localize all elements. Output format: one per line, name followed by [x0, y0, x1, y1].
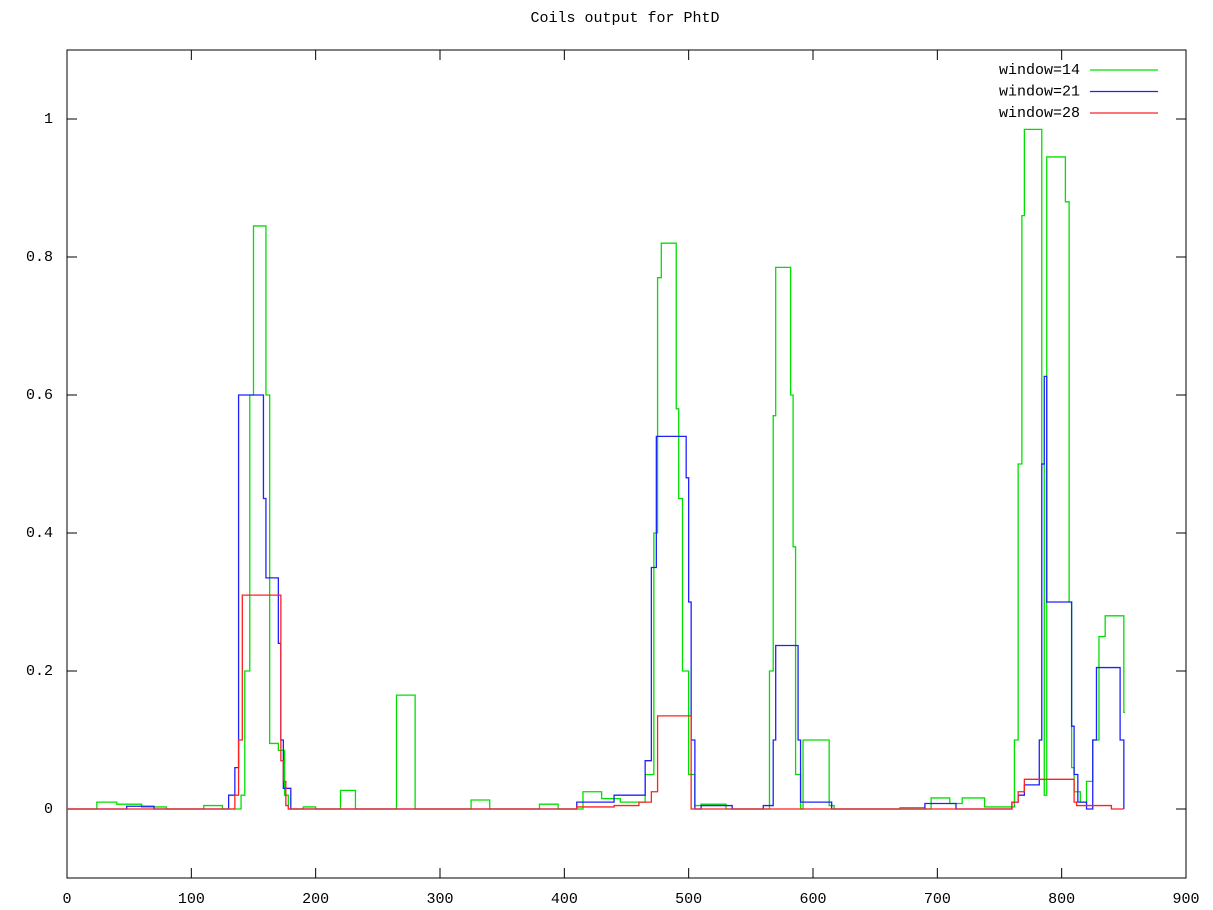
x-tick-label: 500	[675, 891, 702, 908]
series-line	[67, 375, 1125, 810]
x-tick-label: 400	[551, 891, 578, 908]
legend-label: window=28	[999, 105, 1080, 122]
chart-title: Coils output for PhtD	[530, 10, 719, 27]
x-tick-label: 900	[1172, 891, 1199, 908]
y-tick-label: 0	[44, 801, 53, 818]
y-tick-label: 0.8	[26, 249, 53, 266]
plot-frame	[66, 49, 1187, 879]
x-tick-label: 800	[1048, 891, 1075, 908]
x-tick-label: 700	[924, 891, 951, 908]
y-tick-label: 0.6	[26, 387, 53, 404]
legend-label: window=21	[999, 83, 1080, 100]
series-line	[67, 128, 1126, 810]
y-tick-label: 0.2	[26, 663, 53, 680]
x-tick-label: 300	[426, 891, 453, 908]
series-line	[67, 594, 1124, 810]
legend-label: window=14	[999, 62, 1080, 79]
x-tick-label: 200	[302, 891, 329, 908]
y-tick-label: 0.4	[26, 525, 53, 542]
x-tick-label: 0	[62, 891, 71, 908]
x-tick-label: 100	[178, 891, 205, 908]
x-tick-label: 600	[799, 891, 826, 908]
y-tick-label: 1	[44, 111, 53, 128]
